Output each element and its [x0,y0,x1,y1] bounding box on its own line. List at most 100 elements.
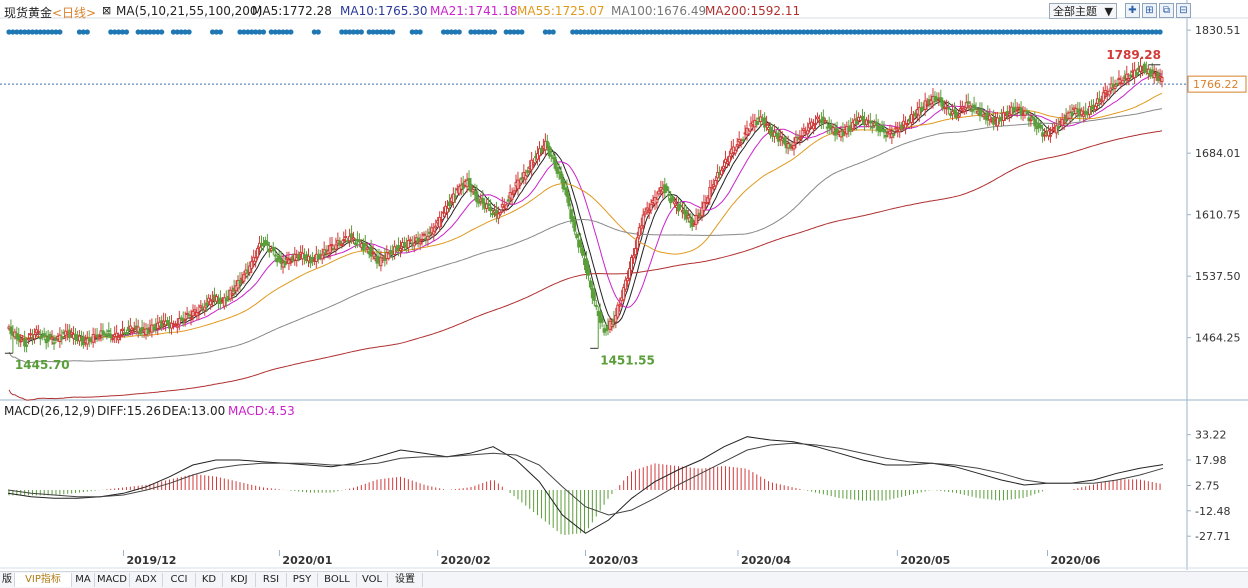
ma-config-icon[interactable]: ⊠ [102,4,112,17]
event-dot [593,29,599,35]
candle [968,101,972,112]
event-dot [993,29,999,35]
candle [575,231,579,240]
tab-cci[interactable]: CCI [163,573,196,587]
event-dot [581,29,588,35]
theme-select[interactable]: 全部主题 ▼ [1049,3,1117,19]
candle [230,285,234,302]
candle [586,260,590,281]
candle [506,195,510,205]
candle [399,240,403,258]
price-tick-label: 1610.75 [1195,209,1241,222]
ma-label: MA(5,10,21,55,100,200) [116,4,263,18]
event-dot [1114,29,1120,35]
event-dot [413,29,419,35]
event-dot [809,29,815,35]
tab-adx[interactable]: ADX [130,573,163,587]
event-dot [57,29,63,35]
candle [1101,86,1105,106]
event-dot [961,29,967,35]
candle [1142,61,1146,75]
tab-vol[interactable]: VOL [357,573,388,587]
macd-tick-label: 33.22 [1195,429,1227,442]
candle [870,120,874,134]
candle [85,331,89,350]
tab-kd[interactable]: KD [196,573,223,587]
candle [1125,65,1129,86]
event-dot [969,29,975,35]
candle [77,330,81,346]
event-dot [237,29,243,35]
candle [545,134,549,152]
candle [352,231,356,245]
candle [649,199,653,215]
candle [1013,98,1017,117]
event-dot [444,29,451,35]
tab-boll[interactable]: BOLL [318,573,357,587]
event-dot [374,29,380,35]
candle [285,251,289,265]
candle [1082,106,1086,123]
event-dot [1043,29,1050,35]
macd-panel [7,436,1164,536]
event-dot [1075,29,1081,35]
candle [93,328,97,344]
candle [727,150,731,167]
tab-rsi[interactable]: RSI [256,573,287,587]
candle [1135,68,1139,78]
candle [25,337,29,353]
candle [214,293,218,304]
event-dot [773,29,779,35]
candle [982,110,986,120]
tab-ma[interactable]: MA [72,573,95,587]
event-dot [652,29,658,35]
candle [283,257,287,269]
candle [880,120,884,132]
event-dot [1126,29,1132,35]
candle [171,320,175,330]
tab-vip指标[interactable]: VIP指标 [15,573,72,587]
ma10-value: MA10:1765.30 [340,4,428,18]
event-dot [726,29,732,35]
zoom-in-icon[interactable]: ⊞ [1142,3,1157,18]
event-dot [378,29,384,35]
event-dot [754,29,760,35]
candle [643,207,647,218]
tab-macd[interactable]: MACD [95,573,130,587]
candle [1160,70,1164,88]
candle [1070,104,1074,122]
zoom-out-icon[interactable]: ⊟ [1176,3,1191,18]
candle [38,329,42,346]
candle [175,318,179,334]
tab-kdj[interactable]: KDJ [223,573,256,587]
tab-ban[interactable]: 版 [0,573,15,587]
ma5-line [8,68,1163,343]
event-dot [914,29,920,35]
candle [342,231,346,247]
candle [792,137,796,156]
crosshair-icon[interactable]: ✚ [1125,3,1140,18]
candle [258,236,262,254]
candle [340,240,344,249]
candle [1121,77,1125,86]
candle [128,317,132,336]
candle [524,169,528,185]
ma55-line [8,92,1163,339]
event-dot [33,29,39,35]
candle [254,250,258,268]
candle [935,92,939,103]
tab-设置[interactable]: 设置 [388,573,423,587]
event-dot [245,29,251,35]
candle [725,156,729,168]
restore-icon[interactable]: ⧉ [1159,3,1174,18]
tab-psy[interactable]: PSY [287,573,318,587]
candle [138,327,142,337]
event-dot [828,29,834,35]
candle [794,130,798,149]
event-dot [758,29,764,35]
candle [183,311,187,327]
candle [610,318,614,332]
instrument-name: 现货黄金 [4,6,53,20]
period-label[interactable]: <日线> [52,6,97,20]
event-dot [1122,29,1128,35]
